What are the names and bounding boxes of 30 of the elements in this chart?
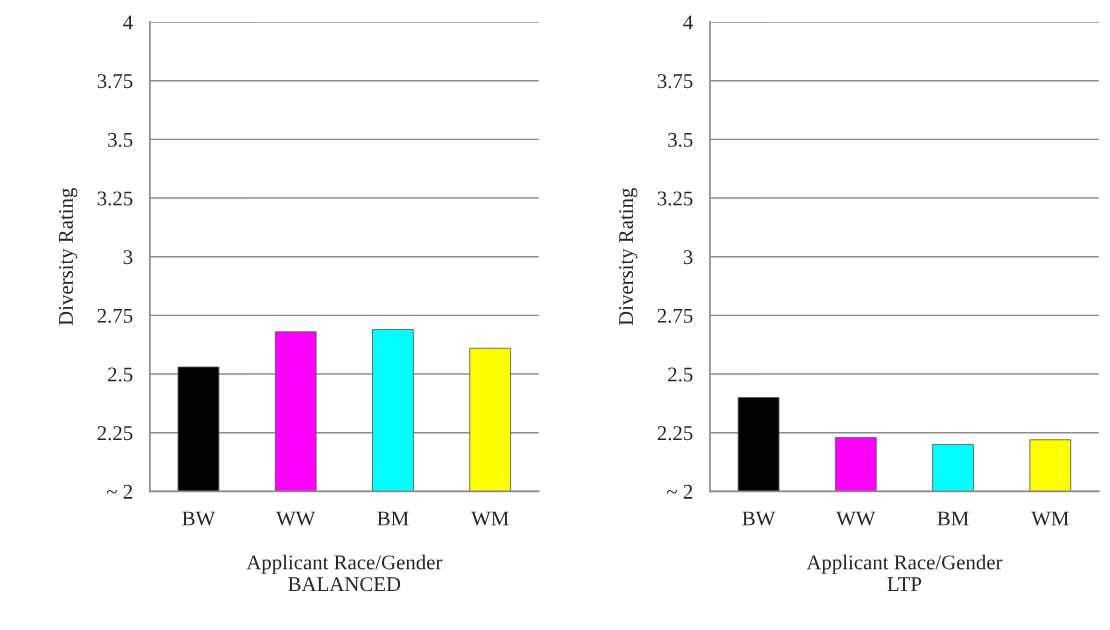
- y-tick-label: 2.25: [657, 426, 693, 441]
- x-tick-label: WW: [836, 511, 876, 526]
- x-axis-title: Applicant Race/Gender BALANCED: [246, 554, 443, 592]
- x-tick-label: WW: [276, 511, 316, 526]
- y-tick-label: 4: [123, 15, 133, 30]
- y-axis-title: Diversity Rating: [58, 187, 78, 326]
- y-tick-label: 3.75: [97, 74, 133, 89]
- y-axis-title: Diversity Rating: [619, 187, 638, 326]
- x-tick-label: BM: [377, 511, 409, 526]
- y-tick-label: 3.25: [657, 191, 693, 206]
- y-tick-label: 3: [683, 250, 693, 265]
- y-tick-label: 3: [123, 250, 133, 265]
- y-tick-label: 3.5: [668, 132, 693, 147]
- y-tick-label: 2.5: [108, 367, 133, 382]
- y-tick-label: 3.75: [657, 74, 693, 89]
- x-tick-label: WM: [1031, 511, 1069, 526]
- y-tick-label: 3.5: [108, 132, 133, 147]
- y-tick-label: 2.25: [97, 426, 133, 441]
- y-tick-label: 2.5: [668, 367, 693, 382]
- y-tick-label: ~ 2: [666, 484, 693, 499]
- x-tick-label: BW: [182, 511, 216, 526]
- x-tick-label: BM: [937, 511, 969, 526]
- y-tick-label: 2.75: [657, 308, 693, 323]
- y-tick-label: ~ 2: [106, 484, 133, 499]
- y-tick-label: 4: [683, 15, 693, 30]
- y-tick-label: 2.75: [97, 308, 133, 323]
- y-tick-label: 3.25: [97, 191, 133, 206]
- x-tick-label: BW: [742, 511, 776, 526]
- x-tick-label: WM: [471, 511, 509, 526]
- x-axis-title: Applicant Race/Gender LTP: [806, 554, 1003, 591]
